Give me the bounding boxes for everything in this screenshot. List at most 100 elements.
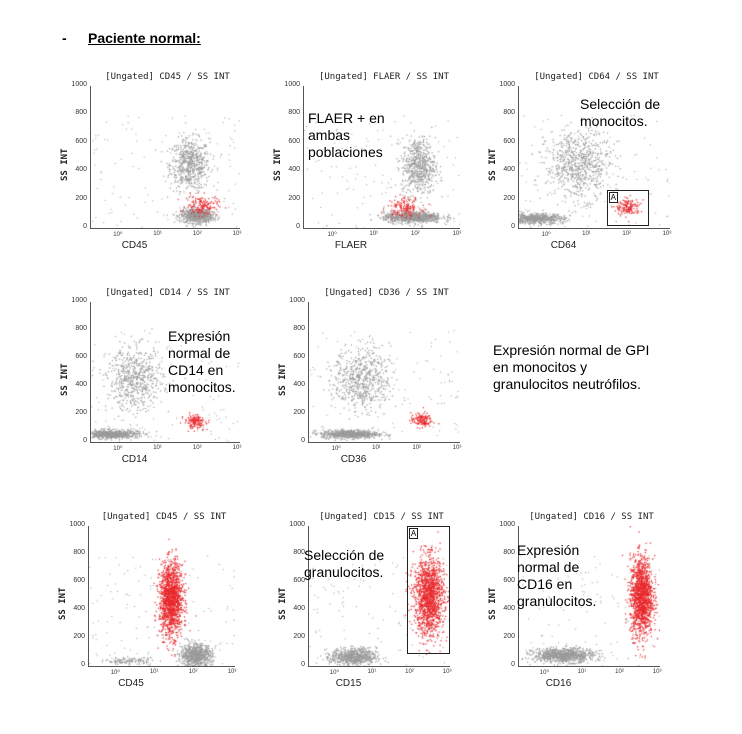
plot-area: [518, 526, 660, 667]
x-tick-label: 10³: [232, 231, 242, 237]
x-tick-label: 10⁰: [113, 232, 123, 238]
note-flaer: FLAER + en ambas poblaciones: [308, 110, 385, 160]
y-tick-label: 1000: [289, 297, 305, 304]
x-tick-label: 10²: [410, 231, 420, 237]
plot-area: [308, 302, 460, 443]
x-tick-label: 10⁰: [541, 232, 551, 238]
y-tick-label: 200: [73, 633, 85, 640]
panel-title: [Ungated] CD14 / SS INT: [105, 288, 230, 298]
header-dash: -: [62, 30, 67, 46]
x-tick-label: 10¹: [153, 231, 162, 237]
x-tick-label: 10²: [192, 231, 202, 237]
y-tick-label: 400: [293, 605, 305, 612]
y-tick-label: 0: [83, 223, 87, 230]
x-axis-label: CD15: [335, 678, 362, 689]
y-tick-label: 200: [503, 633, 515, 640]
scatter-points: [519, 526, 660, 666]
x-tick-label: 10²: [188, 669, 198, 675]
y-tick-label: 600: [75, 353, 87, 360]
y-tick-label: 0: [511, 223, 515, 230]
x-tick-label: 10³: [227, 669, 237, 675]
plot-area: [90, 302, 240, 443]
x-tick-label: 10¹: [577, 669, 587, 675]
gate-region[interactable]: A: [606, 189, 649, 226]
y-tick-label: 400: [75, 166, 87, 174]
y-tick-label: 0: [83, 437, 87, 444]
x-axis-label: CD16: [545, 678, 572, 689]
gate-label: A: [408, 528, 419, 539]
y-tick-label: 200: [75, 409, 87, 416]
y-tick-label: 0: [301, 437, 305, 444]
scatter-panel-p4: [Ungated] CD14 / SS INT SS INT 0 200 400 600 8…: [60, 288, 245, 468]
scatter-points: [89, 526, 235, 666]
x-tick-label: 10⁰: [331, 446, 341, 452]
y-tick-label: 1000: [71, 297, 87, 304]
x-tick-label: 10¹: [153, 445, 162, 451]
note-cd64: Selección de monocitos.: [580, 96, 661, 129]
y-tick-label: 200: [293, 409, 305, 416]
y-tick-label: 200: [503, 194, 515, 202]
x-tick-label: 10²: [192, 445, 202, 451]
y-tick-label: 800: [293, 325, 305, 332]
scatter-points: [519, 86, 670, 228]
scatter-panel-p8: [Ungated] CD16 / SS INT SS INT 0 200 400 600 8…: [488, 512, 665, 692]
y-tick-label: 400: [288, 166, 300, 174]
scatter-points: [309, 302, 460, 442]
panel-title: [Ungated] FLAER / SS INT: [318, 72, 450, 82]
x-tick-label: 10⁰: [110, 670, 120, 676]
scatter-panel-p2: [Ungated] FLAER / SS INT SS INT 0 200 400 600…: [273, 72, 465, 254]
note-cd14: Expresión normal de CD14 en monocitos.: [168, 328, 236, 395]
scatter-panel-p6: [Ungated] CD45 / SS INT SS INT 0 200 400 600 8…: [58, 512, 240, 692]
y-tick-label: 800: [288, 109, 300, 117]
y-tick-label: 800: [503, 109, 515, 117]
panel-title: [Ungated] CD36 / SS INT: [324, 288, 449, 298]
y-tick-label: 400: [503, 605, 515, 612]
y-tick-label: 200: [75, 194, 87, 202]
scatter-panel-p7: [Ungated] CD15 / SS INT SS INT A 0 200 400 600…: [278, 512, 455, 692]
x-tick-label: 10¹: [367, 669, 377, 675]
x-axis-label: CD45: [118, 678, 144, 689]
y-tick-label: 800: [75, 109, 87, 117]
scatter-panel-p3: [Ungated] CD64 / SS INT SS INT A 0 200 400 600…: [488, 72, 675, 254]
plot-area: [88, 526, 235, 667]
x-axis-label: CD36: [340, 454, 367, 465]
y-tick-label: 800: [75, 325, 87, 332]
y-tick-label: 600: [503, 137, 515, 145]
y-tick-label: 0: [511, 661, 515, 668]
y-tick-label: 400: [73, 605, 85, 612]
x-tick-label: 10⁰: [327, 232, 337, 238]
x-tick-label: 10¹: [369, 231, 379, 237]
x-tick-label: 10³: [452, 231, 462, 237]
panel-title: [Ungated] CD45 / SS INT: [105, 72, 230, 82]
y-tick-label: 600: [293, 577, 305, 584]
x-axis-label: CD14: [121, 454, 148, 465]
y-tick-label: 800: [503, 549, 515, 556]
panel-title: [Ungated] CD45 / SS INT: [101, 512, 227, 522]
x-tick-label: 10⁰: [329, 670, 339, 676]
x-tick-label: 10³: [232, 445, 242, 451]
plot-area: A: [518, 86, 670, 229]
y-tick-label: 600: [293, 353, 305, 360]
panel-title: [Ungated] CD64 / SS INT: [534, 72, 659, 82]
y-tick-label: 1000: [69, 521, 85, 528]
gate-region[interactable]: A: [406, 526, 451, 654]
scatter-points: [304, 86, 460, 228]
x-tick-label: 10²: [412, 445, 422, 451]
y-tick-label: 400: [75, 381, 87, 388]
x-tick-label: 10³: [652, 669, 662, 675]
y-tick-label: 0: [301, 661, 305, 668]
section-header: - Paciente normal:: [62, 30, 201, 46]
note-cd15: Selección de granulocitos.: [304, 547, 385, 580]
note-gpi: Expresión normal de GPI en monocitos y g…: [493, 342, 650, 392]
x-tick-label: 10¹: [582, 231, 591, 237]
x-tick-label: 10⁰: [113, 446, 123, 452]
y-tick-label: 600: [73, 577, 85, 584]
scatter-panel-p5: [Ungated] CD36 / SS INT SS INT 0 200 400 600 8…: [278, 288, 465, 468]
scatter-points: [91, 86, 240, 228]
x-axis-label: CD45: [121, 240, 148, 251]
y-tick-label: 1000: [499, 521, 515, 528]
scatter-points: [91, 302, 240, 442]
x-axis-label: CD64: [550, 240, 577, 251]
x-axis-label: FLAER: [334, 240, 368, 251]
y-tick-label: 1000: [289, 521, 305, 528]
